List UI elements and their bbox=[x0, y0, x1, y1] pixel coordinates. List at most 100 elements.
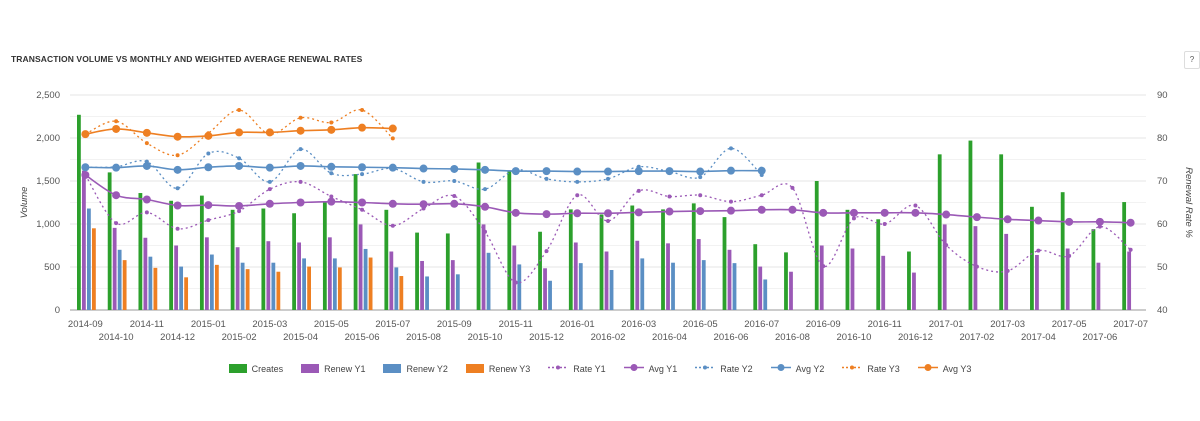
point-avg-y3 bbox=[265, 128, 274, 137]
point-rate-y2 bbox=[175, 186, 180, 191]
legend-item[interactable]: Renew Y3 bbox=[465, 363, 530, 374]
bar-creates bbox=[630, 205, 635, 310]
bar-renew-y2 bbox=[425, 276, 429, 310]
bar-renew-y1 bbox=[266, 241, 271, 310]
legend-swatch bbox=[383, 364, 402, 373]
point-rate-y3 bbox=[144, 141, 149, 146]
legend-item[interactable]: Avg Y2 bbox=[770, 363, 824, 374]
point-avg-y2 bbox=[327, 162, 336, 171]
x-tick-label: 2017-06 bbox=[1082, 332, 1117, 343]
line-rate-y1 bbox=[84, 174, 1132, 284]
x-tick-label: 2016-12 bbox=[898, 332, 933, 343]
y-tick-label: 0 bbox=[55, 305, 60, 316]
point-avg-y2 bbox=[173, 165, 182, 174]
legend-line-marker bbox=[548, 363, 569, 374]
bar-renew-y1 bbox=[789, 271, 793, 310]
point-avg-y1 bbox=[358, 198, 367, 207]
point-avg-y3 bbox=[235, 128, 244, 137]
bar-creates bbox=[445, 233, 450, 310]
x-tick-label: 2017-07 bbox=[1113, 319, 1148, 330]
legend-item[interactable]: Renew Y2 bbox=[383, 363, 448, 374]
bar-renew-y1 bbox=[235, 247, 240, 310]
point-avg-y1 bbox=[204, 201, 213, 210]
point-avg-y1 bbox=[419, 200, 428, 209]
bar-creates bbox=[107, 172, 112, 310]
point-avg-y2 bbox=[573, 167, 582, 176]
point-avg-y2 bbox=[112, 163, 121, 172]
legend-item[interactable]: Renew Y1 bbox=[301, 363, 365, 374]
point-rate-y1 bbox=[759, 193, 764, 198]
x-tick-label: 2015-09 bbox=[437, 319, 472, 330]
legend-label: Creates bbox=[251, 363, 284, 374]
bar-renew-y3 bbox=[337, 267, 342, 310]
point-rate-y1 bbox=[175, 226, 180, 231]
point-rate-y2 bbox=[237, 156, 242, 161]
bar-renew-y2 bbox=[548, 280, 552, 310]
x-tick-label: 2015-11 bbox=[499, 319, 533, 330]
point-rate-y3 bbox=[298, 115, 303, 120]
x-tick-label: 2015-05 bbox=[314, 319, 349, 330]
bar-renew-y2 bbox=[302, 258, 306, 310]
point-rate-y2 bbox=[483, 187, 488, 192]
point-avg-y2 bbox=[204, 163, 213, 172]
bar-creates bbox=[230, 209, 235, 310]
x-tick-label: 2016-02 bbox=[591, 332, 626, 343]
bar-renew-y1 bbox=[143, 237, 148, 310]
point-avg-y3 bbox=[112, 124, 121, 133]
point-avg-y1 bbox=[665, 207, 674, 216]
point-rate-y1 bbox=[360, 207, 365, 212]
x-tick-label: 2015-04 bbox=[283, 332, 318, 343]
x-tick-label: 2015-01 bbox=[191, 319, 226, 330]
bar-renew-y1 bbox=[727, 249, 732, 310]
line-rate-y3 bbox=[85, 109, 394, 157]
bar-creates bbox=[384, 209, 389, 310]
bar-creates bbox=[661, 209, 665, 310]
bar-creates bbox=[1091, 229, 1096, 310]
legend-item[interactable]: Rate Y2 bbox=[695, 363, 753, 374]
bar-renew-y1 bbox=[204, 237, 209, 310]
x-tick-label: 2014-12 bbox=[160, 332, 195, 343]
point-rate-y1 bbox=[1128, 247, 1133, 252]
legend-swatch bbox=[465, 364, 484, 373]
point-rate-y1 bbox=[821, 264, 826, 269]
bar-creates bbox=[415, 232, 419, 310]
x-tick-label: 2017-02 bbox=[959, 332, 994, 343]
bar-renew-y1 bbox=[604, 251, 609, 310]
bar-renew-y1 bbox=[696, 239, 701, 310]
bar-renew-y2 bbox=[209, 254, 214, 310]
legend-swatch bbox=[228, 364, 247, 373]
point-avg-y1 bbox=[142, 195, 151, 204]
point-rate-y1 bbox=[1067, 253, 1072, 258]
point-rate-y1 bbox=[575, 193, 580, 198]
point-avg-y1 bbox=[972, 213, 981, 222]
bar-renew-y2 bbox=[640, 258, 645, 310]
bar-renew-y1 bbox=[358, 224, 363, 310]
bar-renew-y2 bbox=[240, 262, 245, 310]
point-avg-y1 bbox=[634, 208, 643, 217]
bar-renew-y3 bbox=[245, 269, 250, 310]
legend: Creates Renew Y1 Renew Y2 Renew Y3 Rate Y1 Av… bbox=[0, 363, 1200, 374]
x-tick-label: 2017-01 bbox=[929, 319, 964, 330]
point-rate-y2 bbox=[606, 176, 610, 181]
legend-label: Rate Y2 bbox=[720, 363, 753, 374]
legend-item[interactable]: Avg Y3 bbox=[917, 363, 971, 374]
point-rate-y3 bbox=[360, 108, 365, 113]
point-avg-y1 bbox=[1095, 217, 1104, 226]
point-rate-y1 bbox=[237, 209, 242, 214]
x-tick-label: 2014-11 bbox=[130, 319, 164, 330]
point-rate-y1 bbox=[390, 223, 395, 228]
legend-item[interactable]: Avg Y1 bbox=[623, 363, 677, 374]
bar-creates bbox=[937, 154, 942, 310]
legend-item[interactable]: Rate Y1 bbox=[548, 363, 606, 374]
bar-renew-y1 bbox=[912, 272, 916, 310]
bar-creates bbox=[907, 251, 911, 310]
bar-renew-y2 bbox=[394, 267, 399, 310]
point-avg-y1 bbox=[450, 199, 459, 208]
legend-item[interactable]: Creates bbox=[228, 363, 284, 374]
bar-renew-y1 bbox=[1035, 254, 1039, 310]
point-rate-y1 bbox=[1036, 248, 1041, 253]
point-avg-y2 bbox=[265, 163, 274, 172]
point-avg-y3 bbox=[142, 128, 151, 137]
point-avg-y1 bbox=[573, 209, 582, 218]
legend-item[interactable]: Rate Y3 bbox=[842, 363, 900, 374]
